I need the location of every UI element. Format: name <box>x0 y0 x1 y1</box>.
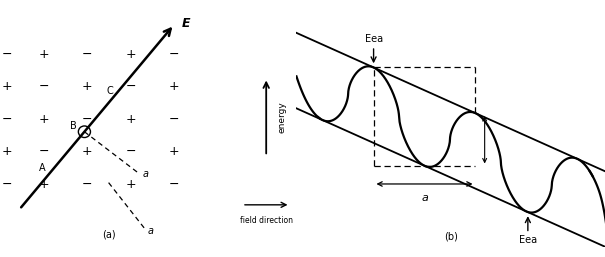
Text: +: + <box>38 113 49 126</box>
Text: Eea: Eea <box>365 34 382 44</box>
Text: +: + <box>82 80 93 93</box>
Text: −: − <box>169 178 180 190</box>
Text: −: − <box>125 145 136 158</box>
Text: C: C <box>106 86 114 96</box>
Text: +: + <box>2 80 13 93</box>
Text: field direction: field direction <box>240 216 293 225</box>
Text: +: + <box>125 48 136 61</box>
Text: −: − <box>169 48 180 61</box>
Text: −: − <box>82 48 93 61</box>
Text: +: + <box>2 145 13 158</box>
Text: −: − <box>38 145 49 158</box>
Text: −: − <box>38 80 49 93</box>
Text: +: + <box>125 113 136 126</box>
Text: +: + <box>38 178 49 190</box>
Text: +: + <box>169 145 180 158</box>
Text: −: − <box>169 113 180 126</box>
Text: Eea: Eea <box>519 235 537 245</box>
Text: +: + <box>82 145 93 158</box>
Text: E: E <box>182 17 190 30</box>
Text: A: A <box>39 163 45 173</box>
Text: +: + <box>125 178 136 190</box>
Text: −: − <box>82 178 93 190</box>
Text: −: − <box>2 178 13 190</box>
Text: (a): (a) <box>102 229 116 239</box>
Text: +: + <box>38 48 49 61</box>
Text: a: a <box>148 225 153 235</box>
Text: −: − <box>2 48 13 61</box>
Text: −: − <box>125 80 136 93</box>
Text: −: − <box>82 113 93 126</box>
Text: a: a <box>142 169 148 179</box>
Text: B: B <box>70 121 77 131</box>
Text: a: a <box>421 193 428 203</box>
Text: +: + <box>169 80 180 93</box>
Text: energy: energy <box>277 101 286 133</box>
Text: −: − <box>2 113 13 126</box>
Text: (b): (b) <box>444 231 457 241</box>
